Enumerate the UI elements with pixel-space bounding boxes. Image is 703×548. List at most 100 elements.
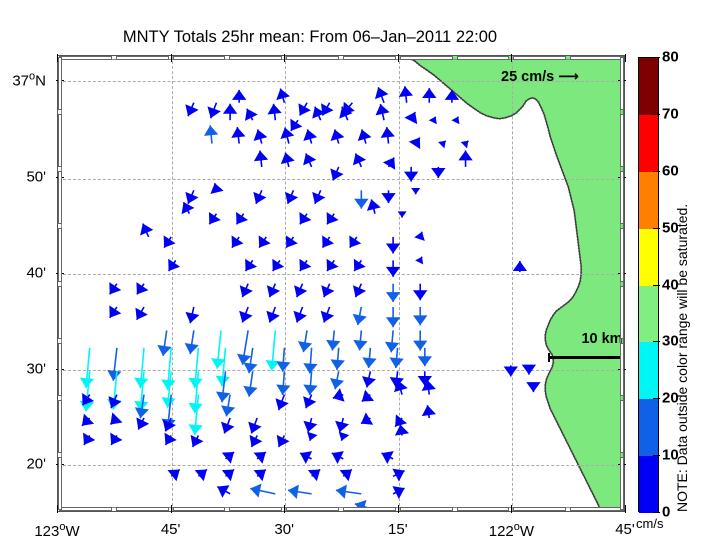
current-vector: [221, 451, 235, 464]
current-vector: [398, 86, 414, 103]
current-vector: [374, 87, 389, 104]
current-vector: [207, 102, 221, 119]
coastline-stipple: [408, 57, 603, 511]
colorbar-tick-mark: [653, 512, 660, 513]
colorbar-band: [639, 285, 658, 343]
current-vector: [293, 306, 307, 323]
current-vector: [83, 432, 96, 446]
x-tick-mark: [397, 505, 399, 513]
current-vector: [243, 371, 258, 397]
frame-segment: [229, 507, 283, 511]
current-vector: [413, 307, 428, 326]
gridline-horizontal: [58, 274, 624, 275]
frame-segment: [570, 507, 623, 511]
colorbar-tick-label: 40: [662, 276, 679, 293]
x-axis-tick-label: 15': [388, 521, 408, 538]
current-vector: [167, 468, 181, 482]
current-vector: [362, 371, 376, 388]
frame-segment: [620, 57, 624, 111]
frame-segment: [399, 507, 453, 511]
current-vector: [326, 258, 339, 272]
current-vector: [335, 417, 350, 433]
current-vector: [330, 166, 344, 181]
frame-segment: [399, 56, 453, 60]
current-vector: [335, 484, 362, 499]
y-axis-tick-label: 20': [26, 455, 46, 473]
current-vector: [444, 89, 460, 103]
chart-title-line1: MNTY Totals 25hr mean: From 06–Jan–2011 …: [122, 28, 498, 46]
gridline-horizontal: [58, 81, 624, 82]
current-vector-field: [79, 86, 541, 511]
current-vector: [330, 371, 345, 390]
frame-segment: [343, 507, 396, 511]
current-vector: [161, 347, 176, 390]
current-vector: [382, 157, 396, 170]
current-vector: [307, 431, 318, 441]
colorbar-tick-mark: [653, 113, 660, 115]
colorbar-tick-mark: [653, 284, 660, 286]
current-vector: [381, 190, 396, 204]
current-vector: [339, 468, 353, 482]
current-vector: [394, 414, 408, 428]
colorbar-tick-mark: [653, 398, 660, 400]
current-vector: [185, 190, 199, 205]
current-vector: [320, 306, 335, 323]
colorbar-tick-mark: [653, 455, 660, 457]
current-vector: [438, 140, 447, 149]
colorbar[interactable]: [638, 57, 659, 513]
current-vector: [184, 330, 199, 355]
current-vector: [460, 140, 469, 149]
colorbar-tick-mark: [653, 170, 660, 172]
current-vector: [243, 347, 258, 374]
x-tick-mark: [170, 54, 172, 62]
current-vector: [458, 150, 473, 167]
frame-segment: [229, 56, 283, 60]
current-vector: [361, 389, 375, 403]
frame-segment: [59, 507, 112, 511]
current-vector: [275, 394, 289, 411]
current-vector: [194, 468, 208, 482]
current-vector: [330, 129, 345, 144]
x-axis-tick-label: 123oW: [34, 521, 80, 540]
current-vector: [164, 432, 177, 446]
current-vector: [134, 347, 149, 389]
current-vector: [366, 199, 381, 214]
frame-segment: [58, 114, 62, 168]
current-vector: [357, 129, 372, 144]
current-vector: [353, 258, 366, 272]
current-vector: [381, 451, 394, 464]
current-vector: [190, 434, 204, 448]
colorbar-tick-label: 10: [662, 446, 679, 464]
distance-scale-label: 10 km: [581, 331, 623, 347]
current-vector: [299, 451, 313, 464]
current-vector: [421, 405, 436, 419]
current-vector: [414, 231, 425, 241]
current-vector: [231, 89, 247, 103]
current-vector: [249, 434, 263, 448]
current-vector: [236, 330, 252, 365]
current-vector: [352, 153, 367, 168]
current-vector: [303, 347, 318, 374]
current-vector: [265, 330, 280, 371]
frame-segment: [620, 399, 624, 453]
current-vector: [330, 347, 345, 370]
x-axis-tick-label: 45': [160, 521, 181, 538]
current-vector: [216, 485, 231, 498]
x-tick-mark: [511, 54, 513, 62]
frame-segment: [59, 56, 112, 60]
current-vector: [375, 103, 390, 121]
colorbar-tick-label: 70: [662, 105, 679, 123]
frame-segment: [620, 285, 624, 339]
current-vector: [503, 365, 518, 377]
current-vector: [215, 371, 231, 403]
current-vector: [321, 235, 335, 249]
current-vector: [417, 347, 432, 367]
frame-segment: [58, 456, 62, 510]
current-vector: [512, 260, 528, 273]
frame-segment: [58, 399, 62, 453]
frame-segment: [172, 56, 226, 60]
current-vector: [134, 371, 149, 412]
gridline-horizontal: [58, 178, 624, 180]
map-plot-area[interactable]: 25 cm/s ⟶ 10 km: [57, 55, 625, 512]
current-vector: [326, 212, 339, 225]
